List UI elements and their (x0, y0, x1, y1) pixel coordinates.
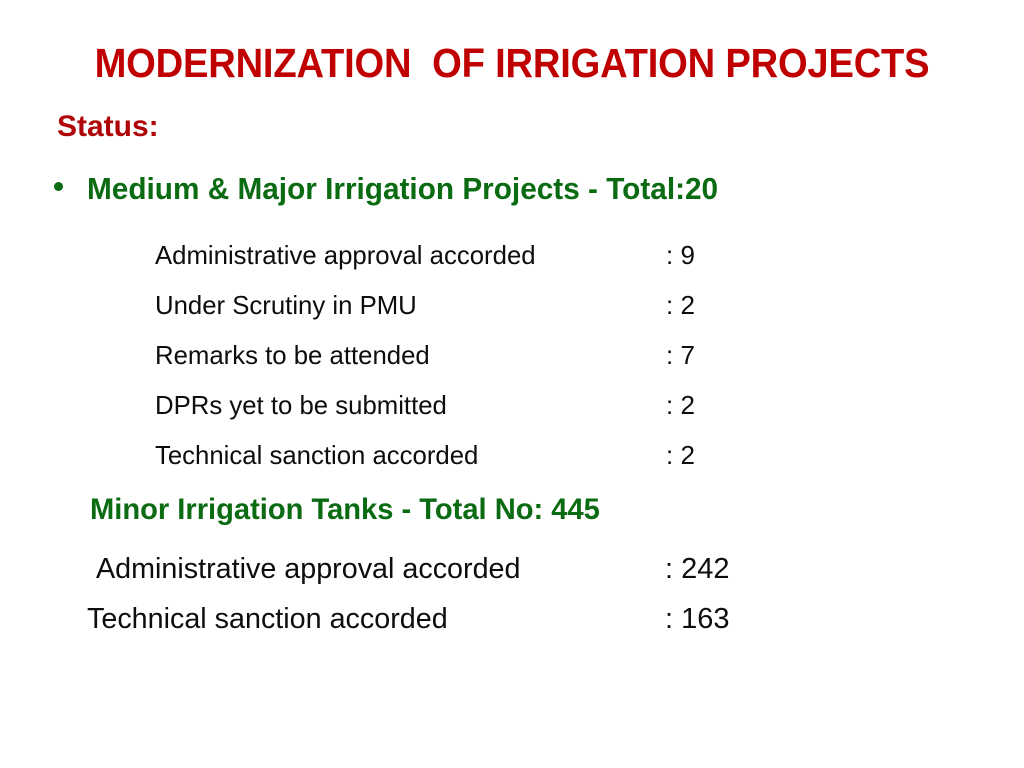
detail-label: Administrative approval accorded (96, 553, 521, 585)
detail-label: Remarks to be attended (155, 340, 430, 370)
status-heading: Status: (57, 110, 159, 143)
detail-label: DPRs yet to be submitted (155, 390, 447, 420)
detail-value: : 2 (666, 390, 695, 420)
detail-value: : 163 (665, 603, 730, 635)
page-title: MODERNIZATION OF IRRIGATION PROJECTS (94, 40, 930, 86)
section-one-heading-row: Medium & Major Irrigation Projects - Tot… (54, 170, 954, 208)
section-two-heading: Minor Irrigation Tanks - Total No: 445 (90, 493, 600, 526)
list-item: Administrative approval accorded : 9 (155, 238, 855, 288)
detail-label: Under Scrutiny in PMU (155, 290, 417, 320)
detail-value: : 242 (665, 553, 730, 585)
section-one-heading: Medium & Major Irrigation Projects - Tot… (87, 171, 719, 206)
section-one-detail-list: Administrative approval accorded : 9 Und… (155, 238, 855, 488)
detail-value: : 7 (666, 340, 695, 370)
detail-label: Administrative approval accorded (155, 240, 536, 270)
section-two-detail-list: Administrative approval accorded : 242 T… (0, 550, 1024, 650)
list-item: Administrative approval accorded : 242 (0, 550, 1024, 600)
detail-value: : 2 (666, 290, 695, 320)
list-item: Under Scrutiny in PMU : 2 (155, 288, 855, 338)
detail-label: Technical sanction accorded (87, 603, 448, 635)
list-item: Remarks to be attended : 7 (155, 338, 855, 388)
detail-label: Technical sanction accorded (155, 440, 479, 470)
list-item: Technical sanction accorded : 2 (155, 438, 855, 488)
list-item: Technical sanction accorded : 163 (0, 600, 1024, 650)
detail-value: : 2 (666, 440, 695, 470)
list-item: DPRs yet to be submitted : 2 (155, 388, 855, 438)
detail-value: : 9 (666, 240, 695, 270)
bullet-point-icon (54, 182, 63, 191)
